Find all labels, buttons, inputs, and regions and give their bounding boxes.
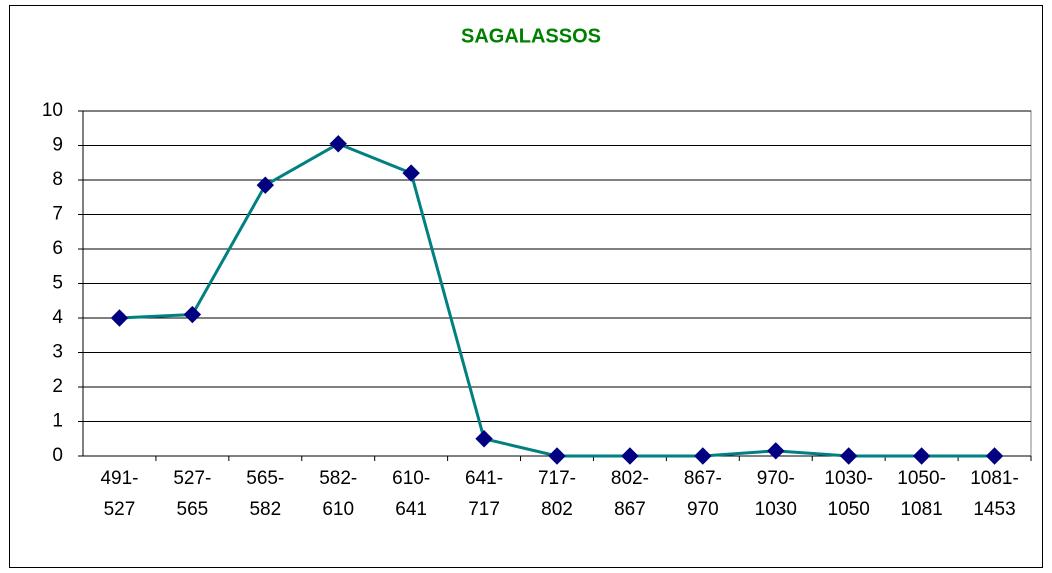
x-tick-label: 582-610	[319, 468, 358, 520]
data-point	[110, 309, 129, 327]
x-tick-label: 610-641	[392, 468, 431, 520]
chart-title: SAGALASSOS	[461, 25, 601, 47]
x-tick-label: 717-802	[537, 468, 577, 520]
y-tick-label: 2	[52, 376, 63, 397]
data-point	[475, 430, 493, 448]
y-tick-label: 1	[52, 411, 63, 432]
data-point	[839, 447, 858, 465]
x-tick-label: 1081-1453	[970, 468, 1019, 520]
x-tick-label: 527-565	[173, 468, 212, 520]
y-tick-label: 6	[52, 238, 63, 259]
x-tick-label: 802-867	[610, 468, 649, 520]
y-tick-label: 4	[52, 307, 63, 328]
y-tick-label: 0	[52, 445, 63, 466]
data-point	[548, 447, 566, 465]
y-tick-label: 5	[52, 273, 63, 294]
x-tick-label: 1030-1050	[824, 468, 873, 520]
data-point	[329, 135, 347, 153]
x-tick-label: 565-582	[246, 468, 285, 520]
data-point	[256, 176, 275, 194]
y-tick-label: 10	[42, 100, 63, 121]
x-tick-label: 641-717	[465, 468, 504, 520]
x-tick-label: 491-527	[100, 468, 139, 520]
y-tick-label: 3	[52, 342, 63, 363]
data-point	[912, 447, 931, 465]
x-tick-label: 1050-1081	[897, 468, 946, 520]
data-point	[183, 305, 202, 324]
data-point	[985, 447, 1004, 465]
y-tick-label: 8	[52, 169, 63, 190]
y-tick-label: 7	[52, 204, 63, 225]
data-point	[621, 447, 639, 465]
x-tick-label: 970-1030	[754, 468, 797, 520]
data-point	[402, 164, 420, 182]
data-point	[767, 442, 785, 460]
x-tick-label: 867-970	[683, 468, 722, 520]
y-tick-label: 9	[52, 135, 63, 156]
data-point	[694, 447, 712, 465]
